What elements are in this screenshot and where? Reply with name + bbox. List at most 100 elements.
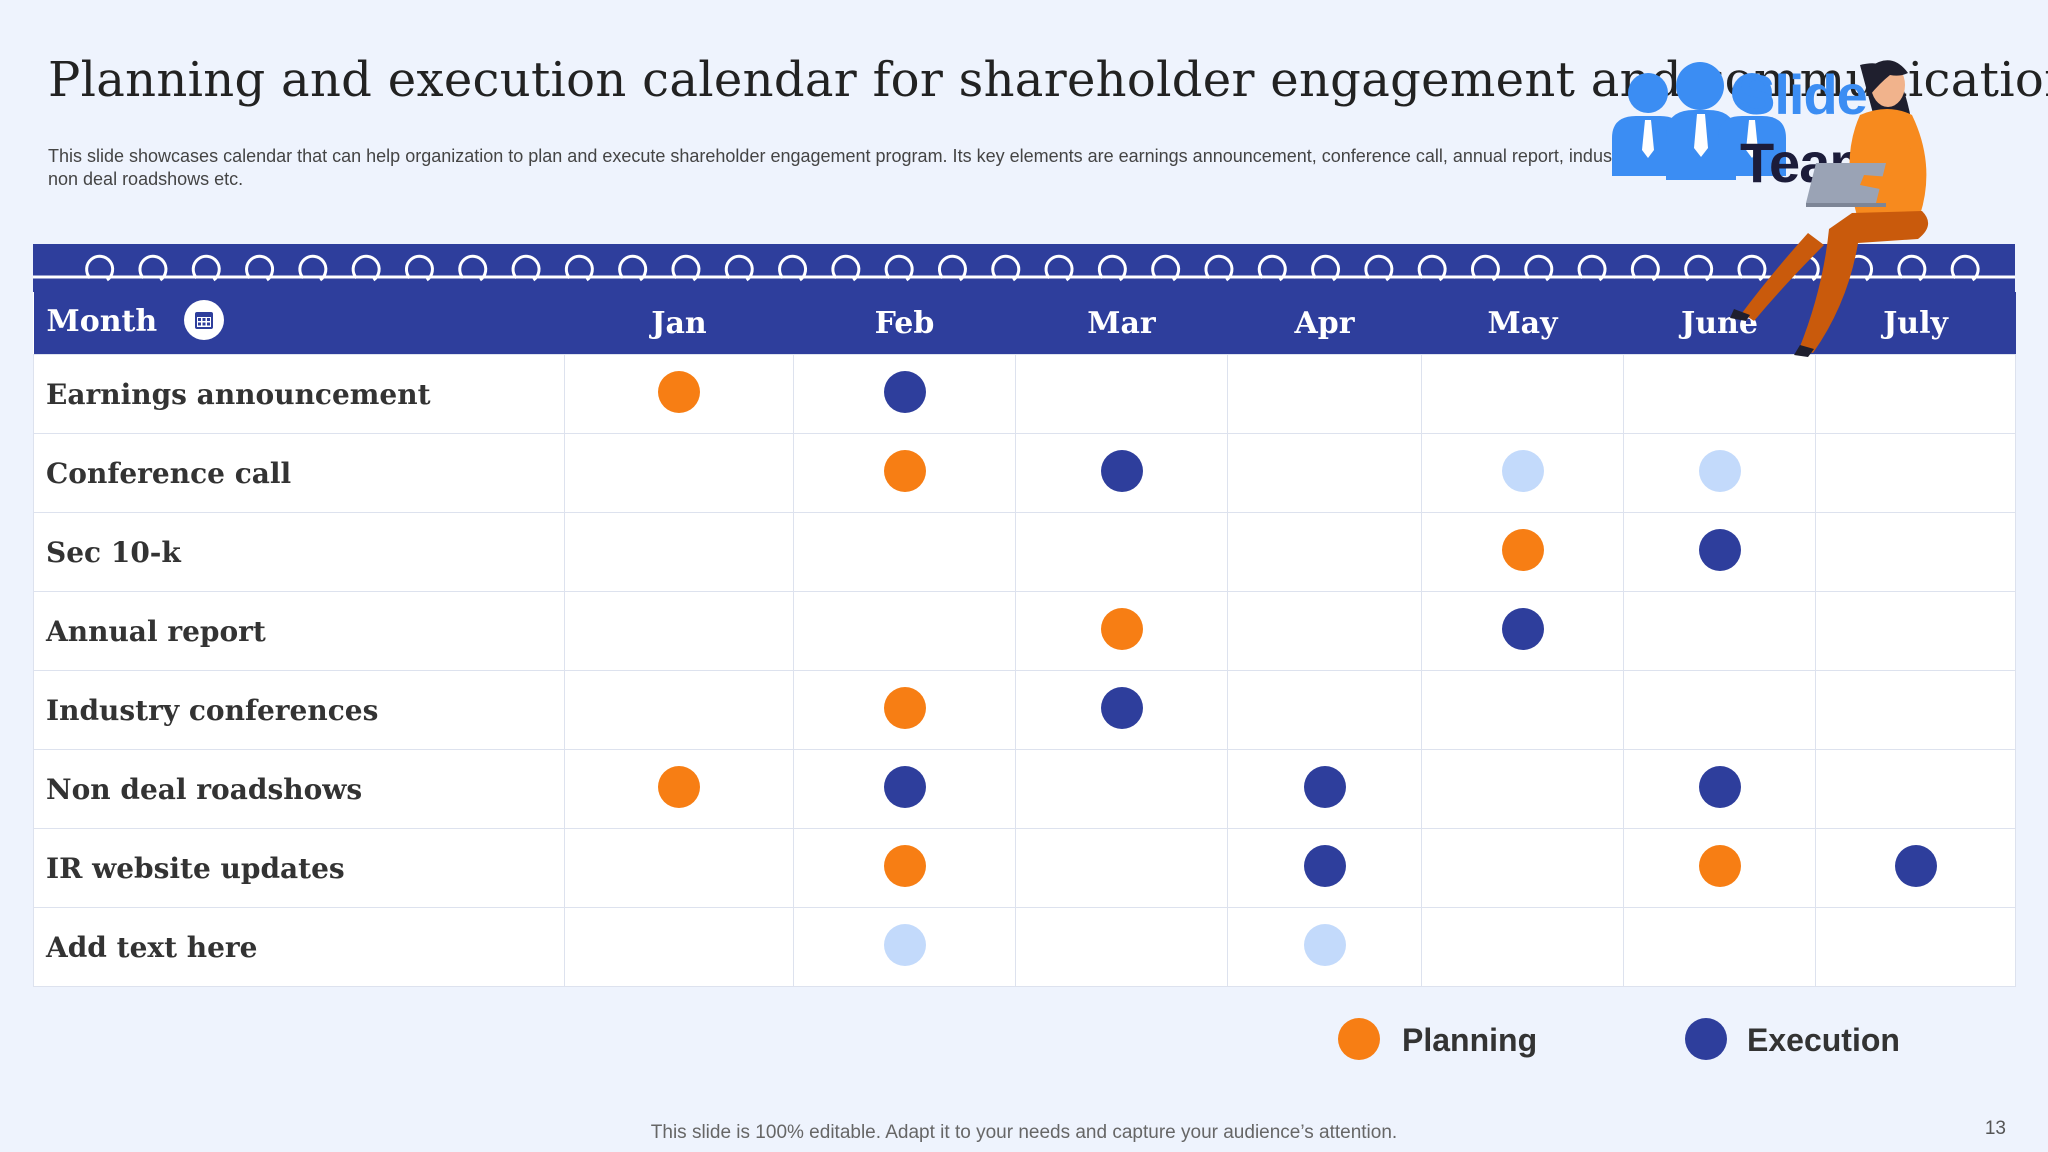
calendar-cell: [564, 907, 794, 987]
calendar-header-row: Month Jan Feb Mar Ap: [33, 292, 2016, 355]
month-header-mar: Mar: [1015, 292, 1228, 355]
execution-dot: [1698, 765, 1741, 808]
placeholder-dot: [1698, 449, 1741, 492]
table-row: Add text here: [33, 907, 2016, 987]
table-row: Non deal roadshows: [33, 749, 2016, 829]
calendar-cell: [1623, 512, 1816, 592]
calendar-cell: [1421, 828, 1624, 908]
calendar-cell: [1227, 512, 1422, 592]
planning-dot: [1501, 528, 1544, 571]
calendar-cell: [1623, 670, 1816, 750]
table-row: IR website updates: [33, 828, 2016, 908]
execution-dot: [1303, 765, 1346, 808]
calendar-cell: [564, 512, 794, 592]
calendar-cell: [1421, 354, 1624, 434]
calendar-cell: [1815, 907, 2016, 987]
planning-dot: [1698, 844, 1741, 887]
calendar-cell: [1227, 670, 1422, 750]
people-icon: [1612, 62, 1786, 180]
calendar-cell: [1421, 907, 1624, 987]
binder-rings-icon: [33, 254, 2015, 282]
legend-planning-dot: [1338, 1018, 1380, 1060]
calendar-cell: [1421, 670, 1624, 750]
month-header-jan: Jan: [564, 292, 794, 355]
table-row: Conference call: [33, 433, 2016, 513]
month-header-feb: Feb: [793, 292, 1016, 355]
table-row: Earnings announcement: [33, 354, 2016, 434]
calendar-cell: [564, 433, 794, 513]
calendar-cell: [1015, 907, 1228, 987]
calendar-cell: [1015, 354, 1228, 434]
calendar-cell: [1623, 354, 1816, 434]
calendar-cell: [564, 670, 794, 750]
row-label: Add text here: [33, 907, 565, 987]
month-header-label: Month: [46, 304, 158, 339]
calendar-cell: [1015, 433, 1228, 513]
calendar-cell: [1623, 433, 1816, 513]
planning-dot: [658, 370, 700, 413]
calendar-cell: [1227, 433, 1422, 513]
legend-execution-dot: [1685, 1018, 1727, 1060]
row-label: Sec 10-k: [33, 512, 565, 592]
calendar-cell: [1815, 433, 2016, 513]
calendar-cell: [564, 828, 794, 908]
row-label: Earnings announcement: [33, 354, 565, 434]
table-row: Industry conferences: [33, 670, 2016, 750]
calendar-cell: [793, 670, 1016, 750]
row-label: Conference call: [33, 433, 565, 513]
calendar-cell: [1227, 591, 1422, 671]
placeholder-dot: [1501, 449, 1544, 492]
placeholder-dot: [883, 923, 926, 966]
page-number: 13: [1984, 1118, 2006, 1139]
month-header-apr: Apr: [1227, 292, 1422, 355]
calendar-cell: [1815, 749, 2016, 829]
calendar-cell: [793, 907, 1016, 987]
calendar: Month Jan Feb Mar Ap: [33, 244, 2016, 987]
planning-dot: [883, 686, 926, 729]
calendar-cell: [1815, 512, 2016, 592]
planning-dot: [883, 449, 926, 492]
execution-dot: [1100, 449, 1143, 492]
woman-with-laptop-icon: [1730, 60, 1929, 357]
calendar-cell: [793, 512, 1016, 592]
calendar-cell: [793, 749, 1016, 829]
calendar-icon: [183, 300, 224, 340]
table-row: Annual report: [33, 591, 2016, 671]
execution-dot: [1501, 607, 1544, 650]
month-header-may: May: [1421, 292, 1624, 355]
row-label: IR website updates: [33, 828, 565, 908]
row-label: Non deal roadshows: [33, 749, 565, 829]
month-header: Month: [33, 292, 565, 355]
calendar-cell: [1015, 512, 1228, 592]
legend-planning-label: Planning: [1402, 1022, 1538, 1058]
calendar-cell: [1227, 354, 1422, 434]
calendar-cell: [1623, 749, 1816, 829]
calendar-cell: [1227, 907, 1422, 987]
calendar-cell: [564, 354, 794, 434]
execution-dot: [883, 370, 926, 413]
calendar-cell: [1227, 749, 1422, 829]
calendar-cell: [1421, 433, 1624, 513]
calendar-cell: [793, 354, 1016, 434]
execution-dot: [883, 765, 926, 808]
calendar-cell: [1815, 354, 2016, 434]
row-label: Industry conferences: [33, 670, 565, 750]
calendar-cell: [1623, 828, 1816, 908]
slide-title: Planning and execution calendar for shar…: [48, 52, 2048, 108]
calendar-cell: [793, 591, 1016, 671]
execution-dot: [1894, 844, 1937, 887]
calendar-cell: [793, 828, 1016, 908]
row-label: Annual report: [33, 591, 565, 671]
execution-dot: [1303, 844, 1346, 887]
calendar-cell: [564, 749, 794, 829]
calendar-cell: [1815, 828, 2016, 908]
planning-dot: [1100, 607, 1143, 650]
calendar-cell: [1015, 591, 1228, 671]
calendar-cell: [1421, 512, 1624, 592]
calendar-cell: [1421, 591, 1624, 671]
calendar-cell: [1421, 749, 1624, 829]
slide-footer: This slide is 100% editable. Adapt it to…: [650, 1122, 1398, 1143]
legend-execution-label: Execution: [1747, 1022, 1900, 1058]
table-row: Sec 10-k: [33, 512, 2016, 592]
calendar-table: Month Jan Feb Mar Ap: [33, 292, 2016, 987]
